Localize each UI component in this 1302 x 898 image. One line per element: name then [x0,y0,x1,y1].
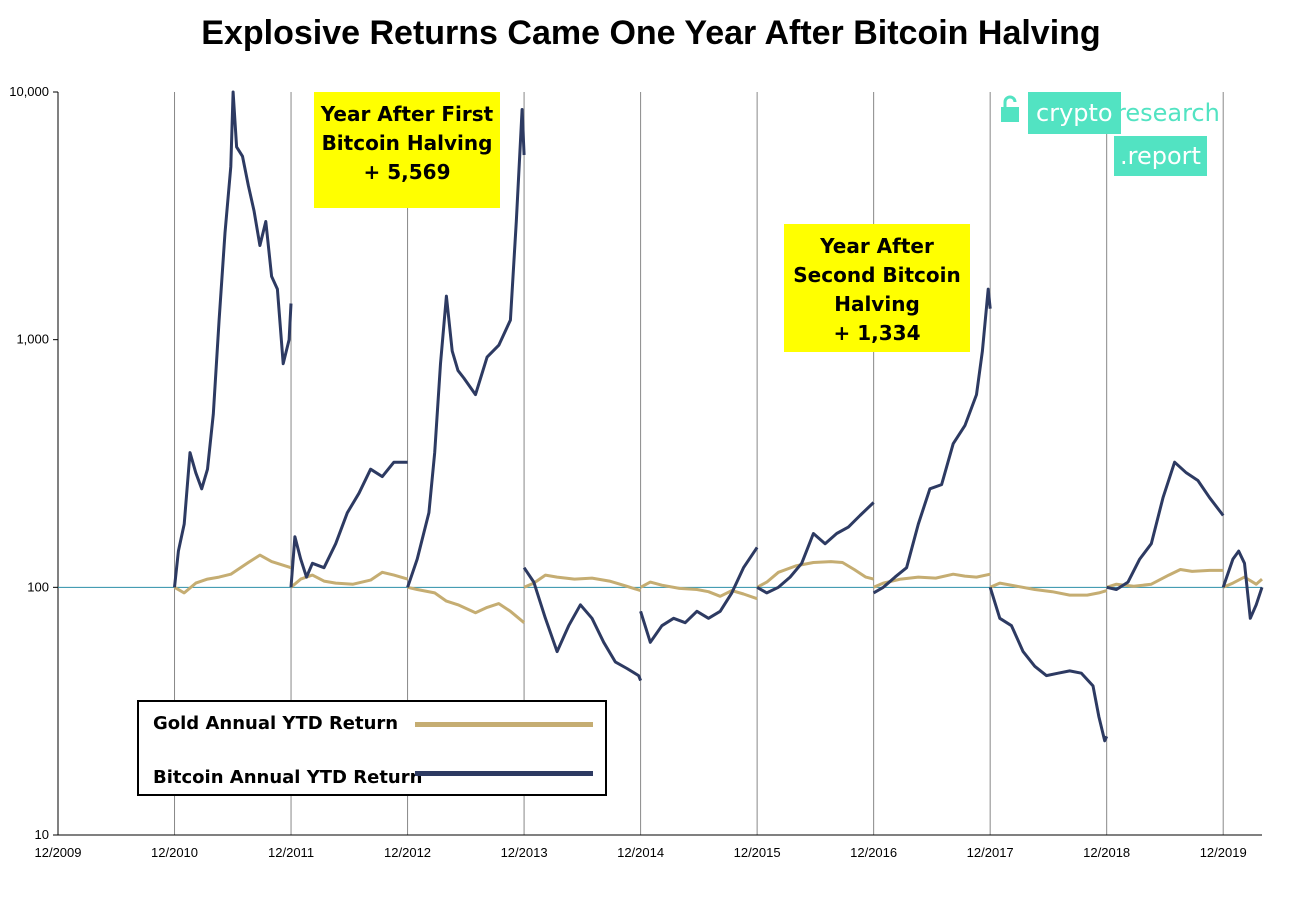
crypto-research-logo: crypto research .report [1000,92,1220,178]
y-tick-label: 100 [27,579,49,594]
annotation-second-halving: Year After Second Bitcoin Halving + 1,33… [784,224,970,352]
bitcoin-line-segment [988,586,1109,743]
x-tick-label: 12/2014 [617,845,664,860]
annotation-line: + 1,334 [833,321,921,345]
x-tick-label: 12/2012 [384,845,431,860]
legend-swatch-bitcoin [415,771,593,776]
series-lines [173,90,1264,743]
x-tick-label: 12/2017 [967,845,1014,860]
x-tick-label: 12/2016 [850,845,897,860]
bitcoin-line-segment [406,108,526,588]
bitcoin-line-segment [756,501,875,595]
annotation-line: + 5,569 [363,160,451,184]
gold-line-segment [989,581,1108,597]
annotation-line: Year After First [320,102,494,126]
logo-word-research: research [1116,99,1220,127]
legend-swatch-gold [415,722,593,727]
bitcoin-line-segment [1106,460,1225,591]
lock-icon [1001,95,1019,122]
bitcoin-series [173,90,1264,743]
gold-line-segment [523,573,642,593]
bitcoin-line-segment [872,287,992,595]
chart-title: Explosive Returns Came One Year After Bi… [201,14,1101,52]
gold-line-segment [407,585,526,624]
x-tick-label: 12/2019 [1200,845,1247,860]
bitcoin-line-segment [639,546,759,644]
bitcoin-line-segment [173,90,293,588]
x-tick-label: 12/2013 [501,845,548,860]
x-tick-label: 12/2018 [1083,845,1130,860]
gold-line-segment [639,580,758,601]
annotation-first-halving: Year After First Bitcoin Halving + 5,569 [314,92,500,208]
legend-label-bitcoin: Bitcoin Annual YTD Return [153,767,423,788]
bitcoin-line-segment [522,566,642,682]
y-tick-label: 10,000 [9,84,49,99]
gold-series [173,553,1263,624]
bitcoin-line-segment [1221,549,1264,620]
gold-line-segment [1222,575,1263,589]
gold-line-segment [756,560,874,589]
y-tick-label: 10 [35,827,49,842]
x-tick-label: 12/2015 [734,845,781,860]
annotation-line: Halving [834,292,920,316]
logo-word-report: .report [1114,136,1207,176]
x-tick-label: 12/2011 [268,845,314,860]
axes [53,91,1262,836]
tick-labels: 12/2009 12/2010 12/2011 12/2012 12/2013 12/20… [9,84,1246,860]
x-tick-label: 12/2009 [35,845,82,860]
legend-label-gold: Gold Annual YTD Return [153,713,399,734]
bitcoin-line-segment [289,460,408,588]
gold-line-segment [173,553,292,595]
y-tick-label: 1,000 [16,332,49,347]
annotation-line: Bitcoin Halving [321,131,493,155]
logo-word-crypto: crypto [1028,92,1121,134]
x-tick-label: 12/2010 [151,845,198,860]
legend: Gold Annual YTD Return Bitcoin Annual YT… [137,700,607,796]
annotation-line: Second Bitcoin [793,263,961,287]
annotation-line: Year After [820,234,934,258]
